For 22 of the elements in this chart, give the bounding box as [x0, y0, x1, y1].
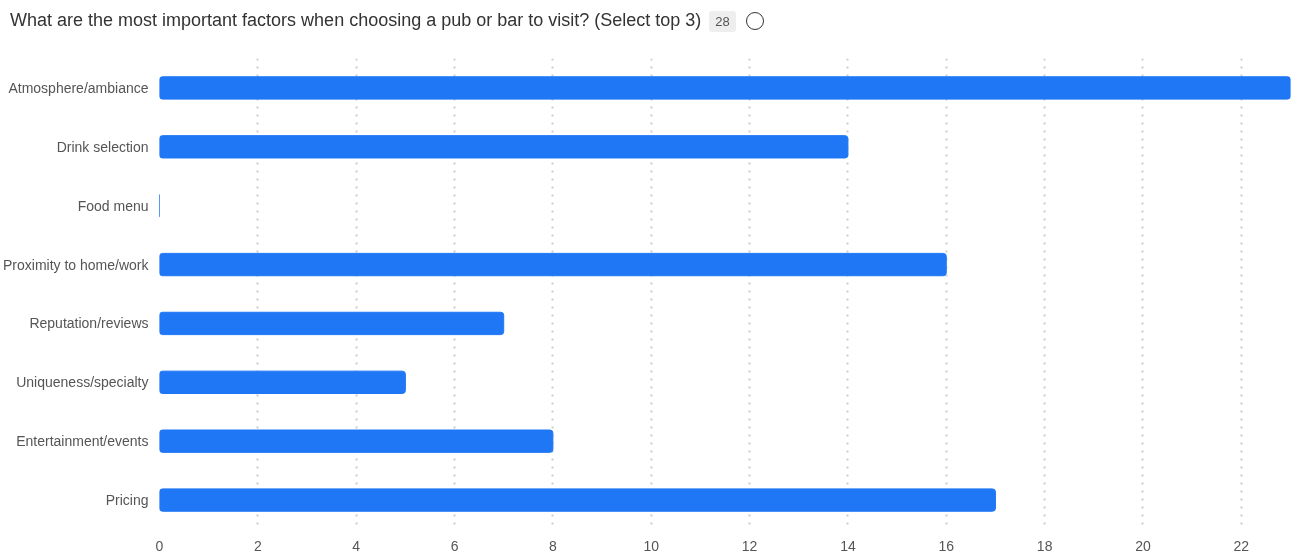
y-tick-label: Reputation/reviews — [29, 315, 149, 332]
x-tick-label: 22 — [1233, 537, 1250, 554]
x-tick-label: 10 — [643, 537, 660, 554]
x-tick-label: 6 — [450, 537, 459, 554]
y-tick-label: Entertainment/events — [16, 433, 149, 450]
x-tick-label: 8 — [549, 537, 557, 554]
y-tick-label: Proximity to home/work — [3, 256, 150, 273]
y-tick-label: Uniqueness/specialty — [16, 374, 149, 391]
text: 28 — [709, 11, 736, 32]
x-tick-label: 0 — [155, 537, 164, 554]
x-tick-label: 14 — [840, 537, 856, 554]
x-tick-label: 18 — [1036, 537, 1053, 554]
x-tick-label: 12 — [741, 537, 758, 554]
y-tick-label: Drink selection — [56, 138, 149, 155]
x-tick-label: 20 — [1135, 537, 1151, 554]
y-tick-label: Pricing — [105, 492, 149, 509]
y-tick-label: Atmosphere/ambiance — [8, 79, 149, 96]
x-tick-label: 2 — [253, 537, 262, 554]
y-tick-label: Food menu — [77, 197, 149, 214]
x-tick-label: 4 — [352, 537, 361, 554]
chart-title: What are the most important factors when choosing a pub or bar to visit? (Select top 3) — [10, 10, 702, 30]
x-tick-label: 16 — [938, 537, 955, 554]
